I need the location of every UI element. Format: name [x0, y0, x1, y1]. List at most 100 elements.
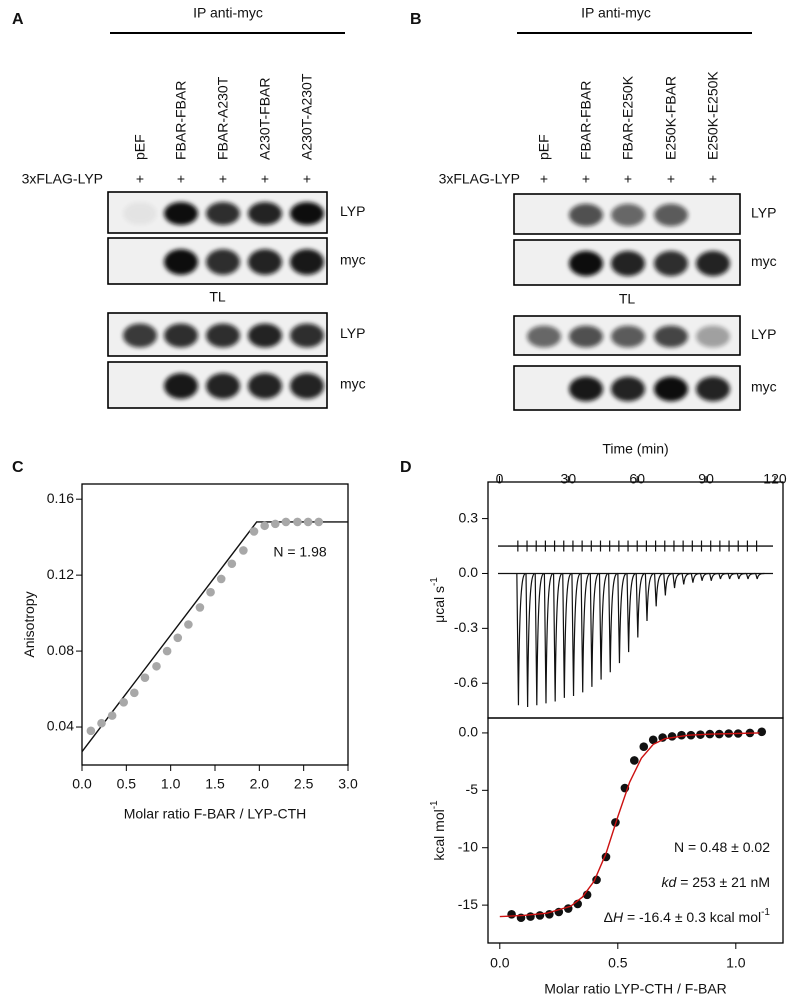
injection-peak — [663, 572, 673, 596]
blot-band — [569, 203, 603, 227]
lane-label: A230T-A230T — [299, 73, 315, 160]
blot-band — [206, 249, 240, 275]
annotation-part: = -16.4 ± 0.3 kcal mol — [623, 909, 761, 925]
lane-label: FBAR-A230T — [215, 76, 231, 160]
injection-peak — [571, 572, 581, 697]
blot-header: IP anti-myc — [581, 5, 651, 21]
blot-band — [290, 249, 324, 275]
blot-band — [611, 376, 645, 402]
x-axis-label: Time (min) — [602, 441, 668, 457]
annotation-part: -1 — [761, 907, 770, 918]
data-point — [119, 698, 128, 707]
blot — [107, 361, 328, 409]
data-point — [107, 711, 117, 720]
y-axis-label-sup: -1 — [429, 800, 440, 809]
y-axis-label-text: kcal mol — [431, 809, 447, 860]
injection-peak — [516, 572, 526, 706]
blot-band — [611, 203, 645, 227]
y-tick-label: 0.04 — [47, 718, 74, 734]
blot-label: myc — [340, 376, 366, 392]
blot-band — [569, 325, 603, 348]
injection-peak — [644, 572, 655, 622]
blot-header: IP anti-myc — [193, 5, 263, 21]
blot-band — [248, 323, 282, 348]
x-tick-label: 1.0 — [161, 776, 181, 792]
x-tick-label: 30 — [561, 471, 577, 487]
data-point — [249, 527, 259, 536]
section-label: TL — [209, 289, 226, 305]
lane-label: E250K-E250K — [705, 71, 721, 160]
y-axis-label: Anisotropy — [21, 591, 37, 657]
injection-peak — [745, 572, 756, 580]
blot-band — [290, 373, 324, 399]
blot — [513, 193, 741, 235]
x-tick-label: 1.5 — [205, 776, 225, 792]
injection-peak — [562, 572, 572, 698]
row-mark: + — [219, 171, 227, 187]
data-point — [227, 559, 237, 569]
plot-frame — [487, 717, 784, 944]
data-point — [293, 517, 302, 527]
blot-band — [290, 323, 324, 348]
row-mark: + — [540, 171, 548, 187]
data-point — [314, 517, 324, 527]
y-axis-label-sup: -1 — [429, 577, 440, 586]
annotation-part: H — [613, 909, 624, 925]
y-tick-label: -0.3 — [454, 619, 478, 635]
y-tick-label: -15 — [458, 896, 478, 912]
y-tick-label: 0.16 — [47, 490, 74, 506]
x-tick-label: 90 — [698, 471, 714, 487]
y-tick-label: 0.08 — [47, 642, 74, 658]
panel-letter: A — [12, 11, 24, 28]
lane-label: E250K-FBAR — [663, 76, 679, 160]
blot-band — [206, 202, 240, 225]
injection-peak — [608, 572, 618, 673]
x-tick-label: 0.5 — [608, 955, 628, 971]
data-point — [507, 910, 516, 919]
fit-line — [499, 732, 760, 918]
data-point — [86, 726, 96, 736]
row-mark: + — [709, 171, 717, 187]
lane-label: FBAR-E250K — [620, 75, 636, 160]
row-label: 3xFLAG-LYP — [439, 171, 520, 187]
injection-peak — [635, 572, 646, 638]
blot-label: LYP — [340, 203, 365, 219]
x-tick-label: 2.5 — [294, 776, 314, 792]
blot-label: LYP — [340, 325, 365, 341]
annotation: N = 1.98 — [273, 544, 327, 560]
annotation-part: Δ — [604, 909, 613, 925]
blot-band — [696, 325, 730, 348]
y-tick-label: 0.0 — [459, 564, 479, 580]
blot-band — [123, 202, 157, 225]
blot-band — [164, 202, 198, 225]
x-tick-label: 0 — [496, 471, 504, 487]
x-tick-label: 120 — [763, 471, 787, 487]
x-tick-label: 0.5 — [117, 776, 137, 792]
y-axis-label-text: μcal s — [431, 586, 447, 623]
row-mark: + — [177, 171, 185, 187]
data-point — [173, 633, 183, 643]
injection-peak — [709, 572, 719, 581]
data-point — [667, 732, 677, 741]
blot-band — [164, 249, 198, 275]
injection-peak — [653, 572, 664, 607]
blot-band — [164, 373, 198, 399]
injection-peak — [699, 572, 710, 581]
blot-label: LYP — [751, 326, 776, 342]
data-point — [140, 673, 150, 682]
y-axis-label: μcal s-1 — [429, 577, 447, 623]
data-point — [206, 587, 215, 597]
injection-peak — [543, 572, 554, 704]
blot-band — [164, 323, 198, 348]
injection-peak — [727, 572, 737, 580]
blot — [513, 239, 741, 286]
data-point — [260, 521, 269, 531]
injection-peak — [525, 572, 536, 708]
lane-label: FBAR-FBAR — [173, 81, 189, 160]
data-point — [658, 733, 667, 742]
blot-band — [248, 202, 282, 225]
blot — [107, 312, 328, 357]
row-mark: + — [624, 171, 632, 187]
blot-band — [611, 325, 645, 348]
data-point — [97, 718, 106, 728]
